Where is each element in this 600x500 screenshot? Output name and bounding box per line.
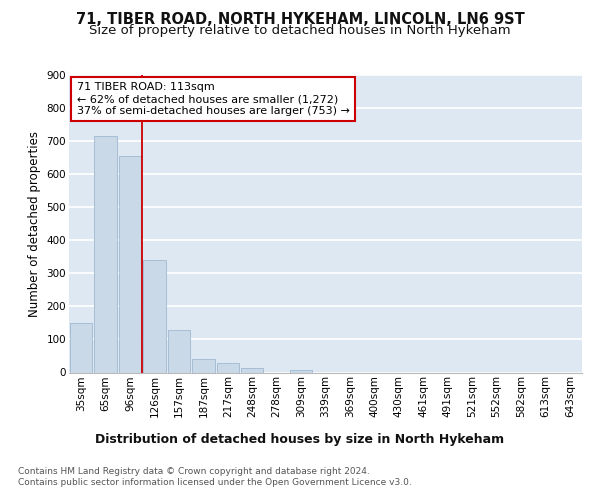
Y-axis label: Number of detached properties: Number of detached properties <box>28 130 41 317</box>
Bar <box>119 156 142 372</box>
Bar <box>70 323 92 372</box>
Text: Size of property relative to detached houses in North Hykeham: Size of property relative to detached ho… <box>89 24 511 37</box>
Text: Distribution of detached houses by size in North Hykeham: Distribution of detached houses by size … <box>95 432 505 446</box>
Bar <box>94 136 117 372</box>
Bar <box>192 358 215 372</box>
Text: 71, TIBER ROAD, NORTH HYKEHAM, LINCOLN, LN6 9ST: 71, TIBER ROAD, NORTH HYKEHAM, LINCOLN, … <box>76 12 524 28</box>
Bar <box>241 368 263 372</box>
Bar <box>143 260 166 372</box>
Bar <box>290 370 313 372</box>
Bar <box>167 330 190 372</box>
Text: 71 TIBER ROAD: 113sqm
← 62% of detached houses are smaller (1,272)
37% of semi-d: 71 TIBER ROAD: 113sqm ← 62% of detached … <box>77 82 350 116</box>
Text: Contains HM Land Registry data © Crown copyright and database right 2024.
Contai: Contains HM Land Registry data © Crown c… <box>18 468 412 487</box>
Bar <box>217 362 239 372</box>
